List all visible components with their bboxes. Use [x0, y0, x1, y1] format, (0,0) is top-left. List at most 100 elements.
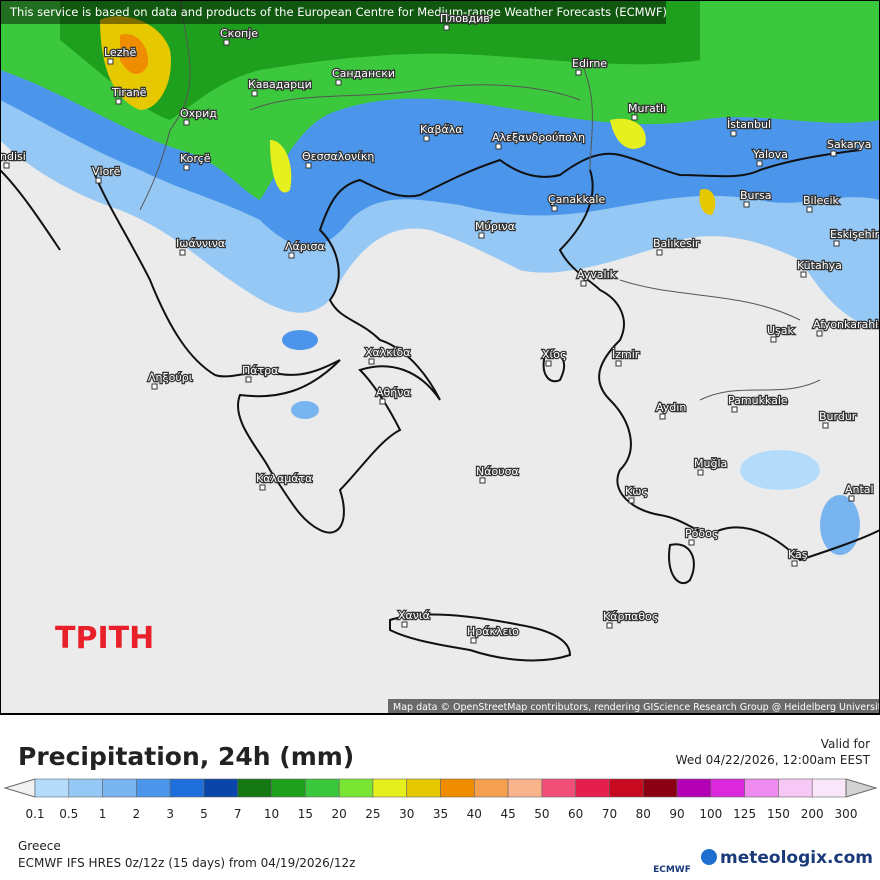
colorbar-swatch [305, 778, 340, 798]
city-marker [443, 24, 450, 31]
city-marker [833, 240, 840, 247]
colorbar-swatch [811, 778, 847, 798]
city-label: Χίος [542, 348, 566, 361]
city-marker [495, 143, 502, 150]
city-label: Κως [625, 485, 648, 498]
colorbar-swatch [676, 778, 712, 798]
colorbar-tick-label: 5 [200, 807, 208, 821]
city-label: Uşak [767, 324, 795, 337]
city-marker [107, 58, 114, 65]
city-label: Vlorë [92, 165, 121, 178]
city-label: Bilecik [803, 194, 840, 207]
coastlines [0, 149, 880, 662]
city-label: Ληξούρι [148, 371, 193, 384]
city-marker [479, 477, 486, 484]
city-marker [3, 162, 10, 169]
city-marker [151, 383, 158, 390]
city-marker [770, 336, 777, 343]
city-marker [401, 621, 408, 628]
city-label: Χαλκίδα [365, 346, 410, 359]
city-marker [800, 271, 807, 278]
colorbar-swatch [609, 778, 644, 798]
city-label: Λάρισα [285, 240, 325, 253]
city-marker [688, 539, 695, 546]
city-label: Скопје [220, 27, 258, 40]
colorbar-swatch [271, 778, 306, 798]
city-marker [95, 177, 102, 184]
city-marker [179, 249, 186, 256]
colorbar-swatch [34, 778, 70, 798]
city-label: Охрид [180, 107, 217, 120]
city-marker [288, 252, 295, 259]
city-marker [305, 162, 312, 169]
colorbar-tick-label: 15 [298, 807, 313, 821]
city-marker [470, 637, 477, 644]
colorbar-swatch [744, 778, 779, 798]
colorbar-tick-label: 3 [166, 807, 174, 821]
colorbar: 0.1 0.5 1 2 3 5 7 10 15 20 25 30 35 40 45 50 60 70 80 90 100… [3, 778, 878, 821]
legend-title: Precipitation, 24h (mm) [18, 742, 354, 771]
city-label: Korçë [180, 152, 211, 165]
colorbar-tick-label: 50 [534, 807, 549, 821]
attribution-bar [388, 699, 880, 714]
colorbar-tick-label: 125 [733, 807, 756, 821]
colorbar-swatch [507, 778, 543, 798]
colorbar-arrow [845, 778, 878, 798]
notice-bar [0, 0, 666, 24]
city-marker [659, 413, 666, 420]
city-marker [245, 376, 252, 383]
city-marker [251, 90, 258, 97]
colorbar-tick-label: 90 [669, 807, 684, 821]
city-label: Muratlı [628, 102, 666, 115]
colorbar-tick-label: 60 [568, 807, 583, 821]
city-label: Balıkesir [653, 237, 700, 250]
city-marker [379, 398, 386, 405]
day-label: ΤΡΙΤΗ [55, 621, 154, 656]
city-label: ndisi [0, 150, 26, 163]
colorbar-arrow [3, 778, 36, 798]
city-label: Eskişehir [830, 228, 880, 241]
city-marker [656, 249, 663, 256]
city-label: Çanakkale [548, 193, 605, 206]
city-marker [368, 358, 375, 365]
colorbar-swatch [541, 778, 576, 798]
city-marker [606, 622, 613, 629]
city-label: İzmir [612, 348, 640, 361]
city-marker [183, 164, 190, 171]
colorbar-tick-label: 25 [365, 807, 380, 821]
city-marker [223, 39, 230, 46]
colorbar-swatch [473, 778, 509, 798]
model-info: ECMWF IFS HRES 0z/12z (15 days) from 04/… [18, 856, 355, 870]
colorbar-swatch [169, 778, 205, 798]
valid-time: Wed 04/22/2026, 12:00am EEST [676, 753, 871, 767]
city-label: Sakarya [827, 138, 871, 151]
colorbar-swatch [710, 778, 745, 798]
city-marker [575, 69, 582, 76]
colorbar-swatch [642, 778, 678, 798]
city-label: Сандански [332, 67, 395, 80]
colorbar-swatch [372, 778, 408, 798]
city-label: Χανιά [398, 609, 430, 622]
colorbar-tick-label: 45 [500, 807, 515, 821]
city-label: Edirne [572, 57, 607, 70]
brand: meteologix.com [720, 848, 873, 868]
colorbar-tick-label: 7 [234, 807, 242, 821]
city-label: Kütahya [797, 259, 842, 272]
colorbar-swatch [440, 778, 475, 798]
city-marker [816, 330, 823, 337]
city-marker [631, 114, 638, 121]
city-label: Καβάλα [420, 123, 463, 136]
city-label: Aydın [656, 401, 686, 414]
city-label: Muğla [694, 457, 727, 470]
colorbar-tick-label: 30 [399, 807, 414, 821]
colorbar-swatch [575, 778, 610, 798]
city-label: Αλεξανδρούπολη [492, 131, 585, 144]
brand-icon [701, 849, 717, 865]
colorbar-tick-label: 0.5 [59, 807, 78, 821]
colorbar-swatch [338, 778, 374, 798]
city-marker [545, 360, 552, 367]
city-marker [478, 232, 485, 239]
city-label: Kaş [788, 548, 808, 561]
city-marker [791, 560, 798, 567]
city-label: Afyonkarahisar [813, 318, 880, 331]
